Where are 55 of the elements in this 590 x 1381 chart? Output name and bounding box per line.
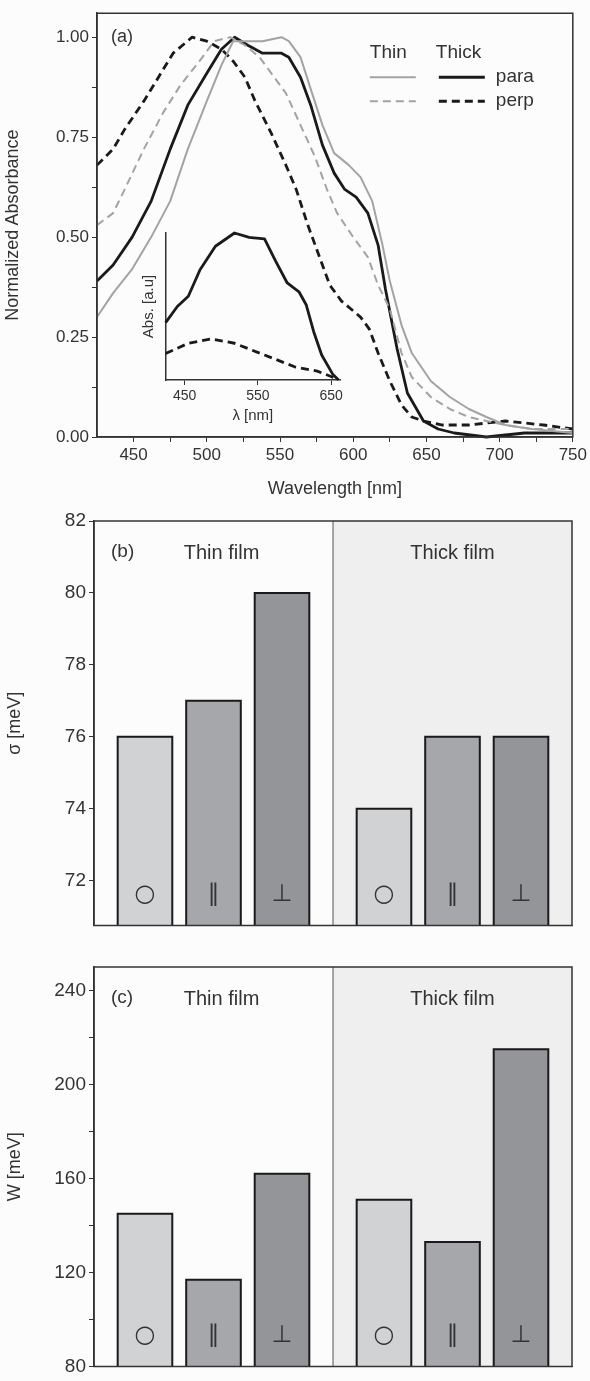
y-tick-label: 72 xyxy=(64,868,86,890)
y-tick-label: 120 xyxy=(54,1260,86,1282)
y-axis-title: Normalized Absorbance xyxy=(1,129,22,321)
y-tick-label: 74 xyxy=(64,796,87,818)
y-tick-label: 76 xyxy=(64,725,86,747)
text: ∥ xyxy=(446,878,459,907)
series-label: ∥ xyxy=(207,1319,220,1348)
y-tick-label: 1.00 xyxy=(55,26,89,46)
annotation: (b) xyxy=(111,540,135,562)
annotation: (c) xyxy=(111,986,134,1008)
x-tick-label: Thin film xyxy=(183,986,260,1009)
y-axis-title: σ [meV] xyxy=(3,691,24,755)
y-tick-label: 82 xyxy=(64,509,86,531)
x-tick-label: 550 xyxy=(265,444,295,464)
y-axis-title: Abs. [a.u] xyxy=(139,274,157,339)
annotation: Thick xyxy=(435,41,482,63)
x-tick-label: 450 xyxy=(119,444,148,464)
series-label: ⊥ xyxy=(271,878,293,907)
x-tick-label: 650 xyxy=(412,444,441,464)
legend-label: perp xyxy=(495,89,534,111)
y-tick-label: 160 xyxy=(54,1166,86,1188)
text: ⊥ xyxy=(510,878,532,907)
y-tick-label: 78 xyxy=(64,653,86,675)
y-tick-label: 80 xyxy=(64,581,86,603)
y-tick-label: 0.75 xyxy=(55,126,89,146)
y-tick-label: 0.50 xyxy=(55,226,89,246)
x-tick-label: Thick film xyxy=(410,540,495,563)
text: ○ xyxy=(373,1319,395,1348)
text: ∥ xyxy=(446,1319,459,1348)
y-tick-label: 80 xyxy=(64,1354,86,1376)
series-label: ○ xyxy=(134,1319,156,1348)
x-tick-label: 600 xyxy=(339,444,368,464)
series-label: ⊥ xyxy=(271,1319,293,1348)
annotation: Thin xyxy=(369,41,407,63)
series-label: ○ xyxy=(134,878,156,907)
text: ○ xyxy=(373,878,395,907)
x-axis-title: λ [nm] xyxy=(232,406,274,424)
y-tick-label: 0.25 xyxy=(55,326,89,346)
annotation: (a) xyxy=(111,26,133,47)
x-tick-label: 650 xyxy=(319,387,344,404)
y-tick-label: 200 xyxy=(54,1072,86,1094)
x-tick-label: 500 xyxy=(192,444,221,464)
x-tick-label: 550 xyxy=(246,387,270,404)
legend-label: para xyxy=(495,65,535,87)
text: ⊥ xyxy=(510,1319,532,1348)
x-tick-label: 700 xyxy=(485,444,514,464)
y-tick-label: 240 xyxy=(54,978,86,1000)
x-tick-label: Thin film xyxy=(183,540,260,563)
x-tick-label: 450 xyxy=(172,387,197,404)
x-tick-label: 750 xyxy=(558,444,588,464)
y-tick-label: 0.00 xyxy=(55,426,89,446)
x-tick-label: Thick film xyxy=(410,986,495,1009)
x-axis-title: Wavelength [nm] xyxy=(267,478,403,499)
y-axis-title: W [meV] xyxy=(3,1132,24,1202)
series-label: ∥ xyxy=(207,878,220,907)
